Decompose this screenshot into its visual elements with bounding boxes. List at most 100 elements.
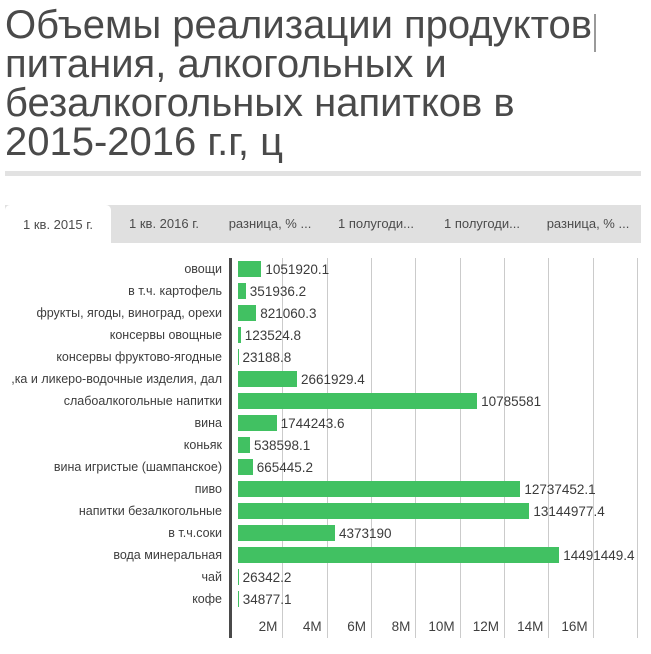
chart-row: напитки безалкогольные 13144977.4 <box>0 500 637 522</box>
bar-value-label: 2661929.4 <box>301 371 365 387</box>
x-tick-label: 14M <box>517 619 544 634</box>
bar[interactable] <box>238 283 246 299</box>
chart-title: Объемы реализации продуктов питания, алк… <box>5 3 592 164</box>
chart-row: в т.ч.соки 4373190 <box>0 522 637 544</box>
bar[interactable] <box>238 591 239 607</box>
bar[interactable] <box>238 349 239 365</box>
bar-zone: 538598.1 <box>238 434 637 456</box>
category-label: ,ка и ликеро-водочные изделия, дал <box>11 372 222 386</box>
bar-value-label: 14491449.4 <box>563 547 635 563</box>
bar[interactable] <box>238 481 521 497</box>
category-label: вина <box>194 416 222 430</box>
bar-value-label: 26342.2 <box>242 569 292 585</box>
bar[interactable] <box>238 525 335 541</box>
x-tick-label: 4M <box>302 619 322 634</box>
tab-difference-q1[interactable]: разница, % ... <box>228 216 312 231</box>
category-label: пиво <box>194 482 222 496</box>
bar-zone: 14491449.4 <box>238 544 637 566</box>
bar[interactable] <box>238 415 277 431</box>
x-tick-label: 10M <box>428 619 455 634</box>
bar-zone: 4373190 <box>238 522 637 544</box>
bar[interactable] <box>238 569 239 585</box>
bar[interactable] <box>238 547 560 563</box>
chart-row: фрукты, ягоды, виноград, орехи 821060.3 <box>0 302 637 324</box>
bar-value-label: 23188.8 <box>242 349 292 365</box>
bar-zone: 123524.8 <box>238 324 637 346</box>
bar-value-label: 12737452.1 <box>524 481 596 497</box>
bar-value-label: 538598.1 <box>253 437 311 453</box>
category-label: вода минеральная <box>113 548 222 562</box>
chart-row: консервы овощные 123524.8 <box>0 324 637 346</box>
bar-zone: 23188.8 <box>238 346 637 368</box>
chart-row: в т.ч. картофель 351936.2 <box>0 280 637 302</box>
bar-zone: 10785581 <box>238 390 637 412</box>
bar[interactable] <box>238 393 478 409</box>
chart-row: вода минеральная 14491449.4 <box>0 544 637 566</box>
bar[interactable] <box>238 437 250 453</box>
bar-value-label: 1051920.1 <box>265 261 330 277</box>
chart-row: консервы фруктово-ягодные 23188.8 <box>0 346 637 368</box>
category-label: кофе <box>192 592 222 606</box>
bar-value-label: 34877.1 <box>242 591 292 607</box>
category-label: консервы овощные <box>109 328 222 342</box>
category-label: коньяк <box>183 438 222 452</box>
bar-value-label: 4373190 <box>338 525 392 541</box>
chart-row: ,ка и ликеро-водочные изделия, дал 266192… <box>0 368 637 390</box>
bar[interactable] <box>238 459 253 475</box>
category-label: напитки безалкогольные <box>78 504 222 518</box>
bar-zone: 34877.1 <box>238 588 637 610</box>
chart-rows: овощи 1051920.1 в т.ч. картофель 351936.2 фр… <box>0 258 651 610</box>
category-label: фрукты, ягоды, виноград, орехи <box>36 306 222 320</box>
bar-zone: 12737452.1 <box>238 478 637 500</box>
bar-value-label: 1744243.6 <box>280 415 345 431</box>
category-label: в т.ч. картофель <box>128 284 222 298</box>
bar-zone: 26342.2 <box>238 566 637 588</box>
bar-chart: овощи 1051920.1 в т.ч. картофель 351936.2 фр… <box>0 258 651 640</box>
bar[interactable] <box>238 261 262 277</box>
category-label: в т.ч.соки <box>168 526 222 540</box>
category-label: слабоалкогольные напитки <box>63 394 222 408</box>
title-divider <box>5 171 641 176</box>
tab-halfyear-2015[interactable]: 1 полугоди... <box>338 216 414 231</box>
x-tick-label: 12M <box>472 619 499 634</box>
bar-value-label: 351936.2 <box>249 283 307 299</box>
bar-zone: 13144977.4 <box>238 500 637 522</box>
chart-row: коньяк 538598.1 <box>0 434 637 456</box>
x-tick-label: 2M <box>258 619 278 634</box>
category-label: овощи <box>184 262 222 276</box>
bar-value-label: 123524.8 <box>244 327 302 343</box>
x-tick-label: 6M <box>347 619 366 634</box>
tab-q1-2015[interactable]: 1 кв. 2015 г. <box>5 205 111 251</box>
bar-value-label: 665445.2 <box>256 459 314 475</box>
tab-difference-halfyear[interactable]: разница, % ... <box>546 216 630 231</box>
category-axis-line <box>229 258 232 638</box>
x-tick-label: 8M <box>391 619 411 634</box>
text-cursor <box>594 14 596 52</box>
tab-bar: 1 кв. 2015 г. 1 кв. 2016 г. разница, % .… <box>5 205 641 251</box>
chart-row: пиво 12737452.1 <box>0 478 637 500</box>
chart-row: чай 26342.2 <box>0 566 637 588</box>
bar-value-label: 10785581 <box>481 393 542 409</box>
bar[interactable] <box>238 503 530 519</box>
bar-value-label: 821060.3 <box>260 305 317 321</box>
bar-zone: 351936.2 <box>238 280 637 302</box>
chart-row: кофе 34877.1 <box>0 588 637 610</box>
bar[interactable] <box>238 371 297 387</box>
tab-halfyear-2016[interactable]: 1 полугоди... <box>444 216 520 231</box>
bar-value-label: 13144977.4 <box>533 503 605 519</box>
bar-zone: 2661929.4 <box>238 368 637 390</box>
chart-row: вина игристые (шампанское) 665445.2 <box>0 456 637 478</box>
x-axis: 2M 4M 6M 8M 10M 12M 14M 16M <box>238 610 637 638</box>
chart-row: вина 1744243.6 <box>0 412 637 434</box>
bar-zone: 821060.3 <box>238 302 637 324</box>
chart-row: слабоалкогольные напитки 10785581 <box>0 390 637 412</box>
x-tick-label: 16M <box>561 619 588 634</box>
chart-row: овощи 1051920.1 <box>0 258 637 280</box>
bar[interactable] <box>238 305 257 321</box>
bar-zone: 1051920.1 <box>238 258 637 280</box>
bar-zone: 1744243.6 <box>238 412 637 434</box>
tab-q1-2016[interactable]: 1 кв. 2016 г. <box>129 216 199 231</box>
category-label: вина игристые (шампанское) <box>53 460 222 474</box>
bar-zone: 665445.2 <box>238 456 637 478</box>
bar[interactable] <box>238 327 241 343</box>
